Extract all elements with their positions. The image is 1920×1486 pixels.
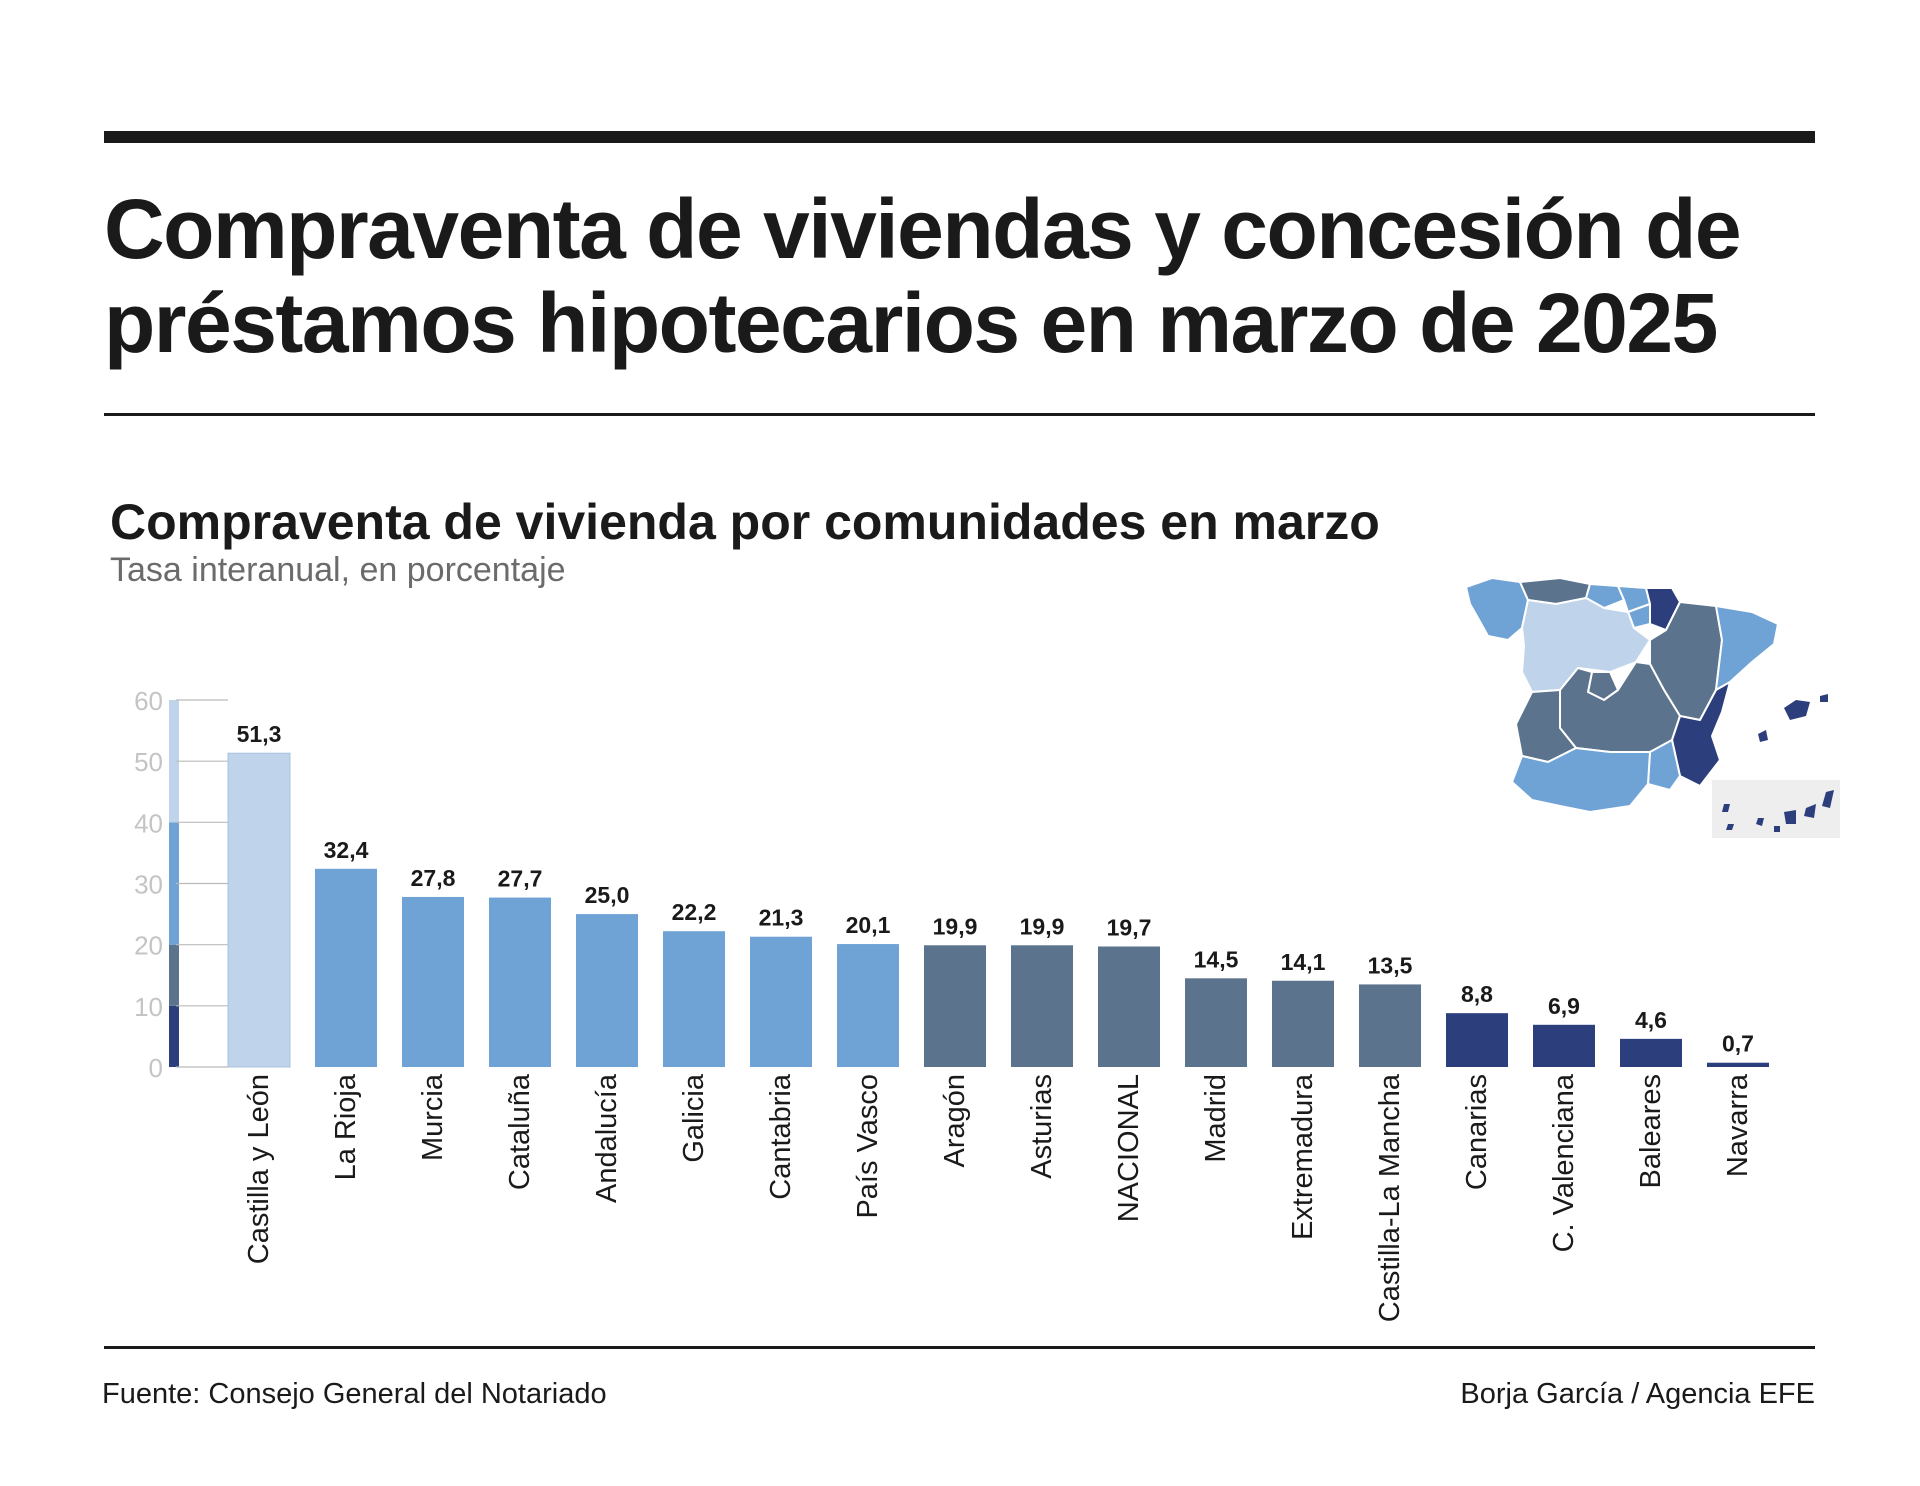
y-axis: 0 10 20 30 40 50 60 bbox=[134, 686, 228, 1083]
y-tick-label: 30 bbox=[134, 870, 163, 900]
bar bbox=[576, 914, 638, 1067]
x-category-label: Andalucía bbox=[591, 1073, 623, 1203]
bar bbox=[1185, 978, 1247, 1067]
x-category-label: Canarias bbox=[1461, 1074, 1493, 1190]
legend-scale-segment bbox=[169, 1005, 179, 1067]
bar bbox=[924, 945, 986, 1067]
bar-value-label: 14,5 bbox=[1194, 946, 1239, 972]
credit-text: Borja García / Agencia EFE bbox=[1460, 1378, 1815, 1410]
bar-value-label: 21,3 bbox=[759, 905, 804, 931]
bar bbox=[1620, 1038, 1682, 1067]
bar-value-label: 27,8 bbox=[411, 865, 456, 891]
y-tick-label: 20 bbox=[134, 931, 163, 961]
y-tick-label: 10 bbox=[134, 992, 163, 1022]
y-tick-label: 40 bbox=[134, 808, 163, 838]
bar bbox=[1011, 945, 1073, 1067]
bar-value-label: 19,7 bbox=[1107, 915, 1152, 941]
x-category-label: Asturias bbox=[1026, 1074, 1058, 1179]
map-region-c-valenciana bbox=[1671, 681, 1731, 787]
top-rule bbox=[104, 131, 1815, 143]
bars-group: 51,3 Castilla y León 32,4 La Rioja 27,8 Murci… bbox=[227, 721, 1769, 1322]
map-region-baleares bbox=[1758, 694, 1828, 742]
x-category-label: Baleares bbox=[1635, 1074, 1667, 1188]
bar-value-label: 8,8 bbox=[1461, 981, 1493, 1007]
bar bbox=[315, 868, 377, 1067]
x-category-label: La Rioja bbox=[330, 1073, 362, 1180]
bar-value-label: 14,1 bbox=[1281, 949, 1326, 975]
map-region-cantabria bbox=[1585, 583, 1625, 609]
chart-title: Compraventa de vivienda por comunidades … bbox=[110, 494, 1380, 550]
bar-value-label: 51,3 bbox=[237, 721, 282, 747]
x-category-label: NACIONAL bbox=[1113, 1074, 1145, 1222]
x-category-label: Aragón bbox=[939, 1074, 971, 1168]
legend-scale-segment bbox=[169, 944, 179, 1006]
bar-value-label: 19,9 bbox=[1020, 913, 1065, 939]
bottom-rule bbox=[104, 1346, 1815, 1349]
chart-subtitle: Tasa interanual, en porcentaje bbox=[110, 551, 566, 589]
title-rule bbox=[104, 413, 1815, 416]
bar-value-label: 19,9 bbox=[933, 913, 978, 939]
map-region-galicia bbox=[1465, 577, 1529, 641]
bar-chart: 0 10 20 30 40 50 60 51,3 Castilla y León 32,4 La … bbox=[134, 577, 1840, 1322]
bar bbox=[402, 896, 464, 1067]
bar-value-label: 25,0 bbox=[585, 882, 630, 908]
source-text: Fuente: Consejo General del Notariado bbox=[102, 1378, 607, 1410]
bar-value-label: 4,6 bbox=[1635, 1007, 1667, 1033]
map-region-cataluna bbox=[1715, 605, 1779, 691]
bar bbox=[489, 897, 551, 1067]
bar bbox=[1098, 946, 1160, 1067]
spain-map-icon bbox=[1465, 577, 1840, 838]
map-region-canarias bbox=[1722, 790, 1834, 832]
bar bbox=[227, 752, 291, 1068]
legend-scale-segment bbox=[169, 700, 179, 823]
bar-value-label: 13,5 bbox=[1368, 952, 1413, 978]
bar-value-label: 6,9 bbox=[1548, 993, 1580, 1019]
bar bbox=[1533, 1024, 1595, 1067]
bar-value-label: 32,4 bbox=[324, 837, 369, 863]
bar-value-label: 20,1 bbox=[846, 912, 891, 938]
x-category-label: Cataluña bbox=[504, 1073, 536, 1190]
x-category-label: Extremadura bbox=[1287, 1073, 1319, 1240]
x-category-label: Cantabria bbox=[765, 1073, 797, 1200]
x-category-label: Galicia bbox=[678, 1073, 710, 1163]
legend-scale-segment bbox=[169, 822, 179, 945]
bar bbox=[1359, 984, 1421, 1067]
bar bbox=[1707, 1062, 1769, 1067]
x-category-label: C. Valenciana bbox=[1548, 1073, 1580, 1252]
bar-value-label: 27,7 bbox=[498, 866, 543, 892]
bar bbox=[1272, 980, 1334, 1067]
x-category-label: Castilla y León bbox=[243, 1074, 275, 1264]
bar bbox=[1446, 1013, 1508, 1067]
y-tick-label: 50 bbox=[134, 747, 163, 777]
x-category-label: Navarra bbox=[1722, 1073, 1754, 1177]
main-title: Compraventa de viviendas y concesión de … bbox=[104, 182, 1742, 370]
bar-value-label: 0,7 bbox=[1722, 1031, 1754, 1057]
x-category-label: País Vasco bbox=[852, 1074, 884, 1219]
x-category-label: Castilla-La Mancha bbox=[1374, 1073, 1406, 1322]
y-tick-label: 60 bbox=[134, 686, 163, 716]
y-tick-label: 0 bbox=[149, 1053, 163, 1083]
x-category-label: Murcia bbox=[417, 1073, 449, 1161]
bar bbox=[837, 944, 899, 1067]
map-region-andalucia bbox=[1511, 747, 1651, 813]
bar bbox=[750, 936, 812, 1067]
bar-value-label: 22,2 bbox=[672, 899, 717, 925]
x-category-label: Madrid bbox=[1200, 1074, 1232, 1163]
bar bbox=[663, 931, 725, 1067]
map-region-castilla-y-leon bbox=[1521, 597, 1651, 693]
